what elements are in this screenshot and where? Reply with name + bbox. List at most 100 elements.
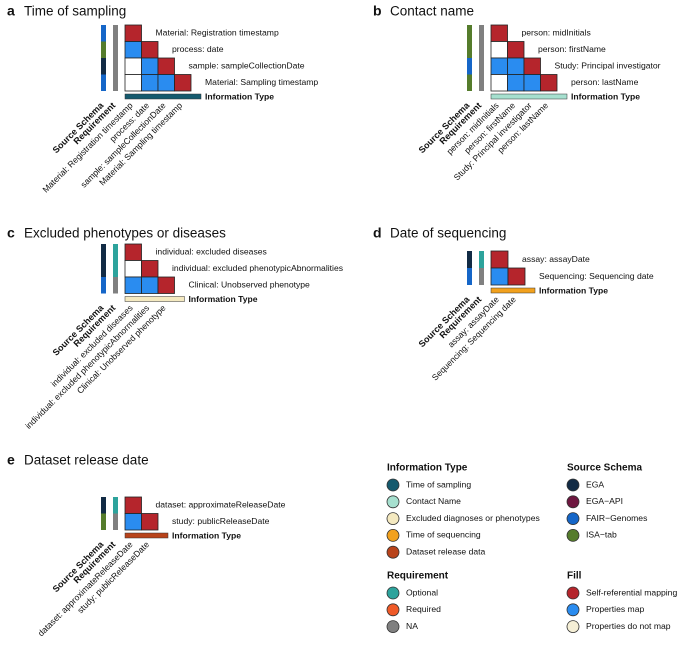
heatmap-cell [540, 74, 558, 92]
legend-swatch-icon [566, 495, 580, 509]
legend-swatch-icon [386, 545, 400, 559]
legend-swatch-icon [566, 620, 580, 633]
requirement-cell [479, 41, 484, 58]
panel-letter: e [7, 452, 15, 468]
legend-item-label: NA [406, 621, 418, 631]
requirement-cell [113, 277, 118, 294]
legend-swatch-icon [566, 529, 580, 542]
source-schema-cell [101, 244, 106, 261]
requirement-cell [113, 25, 118, 42]
panel-title: Excluded phenotypes or diseases [24, 226, 226, 241]
panel-letter: c [7, 225, 15, 241]
heatmap-cell [124, 243, 142, 261]
heatmap-cell [157, 57, 175, 75]
heatmap-cell [490, 24, 508, 42]
legend-swatch-icon [386, 512, 400, 525]
legend-title: Information Type [387, 463, 468, 474]
legend-item-label: Time of sequencing [406, 530, 481, 540]
heatmap-cell [490, 57, 508, 75]
panel-b: b Contact name person: midInitials person: … [373, 3, 661, 183]
panel-title: Date of sequencing [390, 226, 506, 241]
legend-swatch-icon [386, 529, 400, 542]
information-type-bar [124, 93, 202, 100]
row-label: sample: sampleCollectionDate [189, 61, 305, 71]
legend-item-label: Contact Name [406, 496, 461, 506]
legend-item-label: Optional [406, 587, 438, 597]
legend-title: Fill [567, 571, 582, 582]
legend-swatch-icon [386, 586, 400, 600]
heatmap-cell [124, 513, 142, 531]
legend-item-label: Self-referential mapping [586, 587, 677, 597]
legend-requirement: Requirement Optional Required NA [386, 571, 449, 633]
source-schema-cell [467, 268, 472, 285]
information-type-bar [490, 93, 568, 100]
heatmap-cell [124, 260, 142, 278]
source-schema-cell [101, 513, 106, 530]
requirement-cell [479, 25, 484, 42]
row-label: process: date [172, 44, 224, 54]
heatmap-cell [507, 267, 526, 286]
legend-swatch-icon [566, 478, 580, 492]
requirement-cell [113, 74, 118, 91]
panel-title: Dataset release date [24, 453, 149, 468]
panel-e: e Dataset release date dataset: approximat… [7, 452, 286, 639]
row-label: Sequencing: Sequencing date [539, 271, 654, 281]
legend-item-label: Properties map [586, 604, 644, 614]
source-schema-cell [467, 74, 472, 91]
heatmap-panels: a Time of sampling Material: Registration … [7, 3, 661, 639]
legend-source-schema: Source Schema EGA EGA−API FAIR−Genomes ISA−t… [566, 463, 647, 542]
source-schema-cell [101, 74, 106, 91]
panel-letter: b [373, 3, 382, 19]
row-label: Material: Registration timestamp [156, 28, 279, 38]
legend-title: Requirement [387, 571, 449, 582]
source-schema-cell [101, 277, 106, 294]
legend-title: Source Schema [567, 463, 642, 474]
heatmap-cell [174, 74, 192, 92]
information-type-label: Information Type [189, 294, 258, 304]
row-label: person: firstName [538, 44, 606, 54]
source-schema-cell [467, 251, 472, 268]
panel-letter: d [373, 225, 382, 241]
legend-item-label: Time of sampling [406, 479, 471, 489]
requirement-cell [113, 513, 118, 530]
panel-letter: a [7, 3, 15, 19]
panel-title: Contact name [390, 4, 474, 19]
heatmap-cell [141, 276, 159, 294]
source-schema-cell [101, 58, 106, 75]
legend-swatch-icon [566, 603, 580, 617]
information-type-bar [124, 532, 169, 539]
legend-item-label: FAIR−Genomes [586, 513, 647, 523]
row-label: individual: excluded diseases [156, 247, 267, 257]
heatmap-cell [124, 24, 142, 42]
requirement-cell [113, 260, 118, 277]
legend-item-label: Required [406, 604, 441, 614]
legend-item-label: EGA−API [586, 496, 623, 506]
row-label: Clinical: Unobserved phenotype [189, 280, 311, 290]
heatmap-cell [141, 74, 159, 92]
heatmap-cell [523, 74, 541, 92]
information-type-label: Information Type [571, 91, 640, 101]
requirement-cell [113, 58, 118, 75]
heatmap-cell [490, 41, 508, 59]
legend-swatch-icon [386, 603, 400, 617]
source-schema-cell [101, 497, 106, 514]
heatmap-cell [507, 74, 525, 92]
heatmap-cell [124, 74, 142, 92]
row-label: assay: assayDate [522, 254, 590, 264]
heatmap-cell [490, 74, 508, 92]
panel-a: a Time of sampling Material: Registration … [7, 3, 318, 195]
heatmap-cell [124, 41, 142, 59]
legend-fill: Fill Self-referential mapping Properties m… [566, 571, 677, 633]
legend-swatch-icon [566, 586, 580, 600]
information-type-label: Information Type [539, 285, 608, 295]
legend-swatch-icon [386, 495, 400, 509]
panel-c: c Excluded phenotypes or diseases individu… [7, 225, 343, 431]
requirement-cell [479, 251, 484, 268]
heatmap-cell [157, 74, 175, 92]
legend-item-label: EGA [586, 479, 604, 489]
requirement-cell [113, 244, 118, 261]
legend-item-label: ISA−tab [586, 530, 617, 540]
legend-item-label: Excluded diagnoses or phenotypes [406, 513, 540, 523]
row-label: person: lastName [571, 77, 639, 87]
heatmap-cell [141, 41, 159, 59]
